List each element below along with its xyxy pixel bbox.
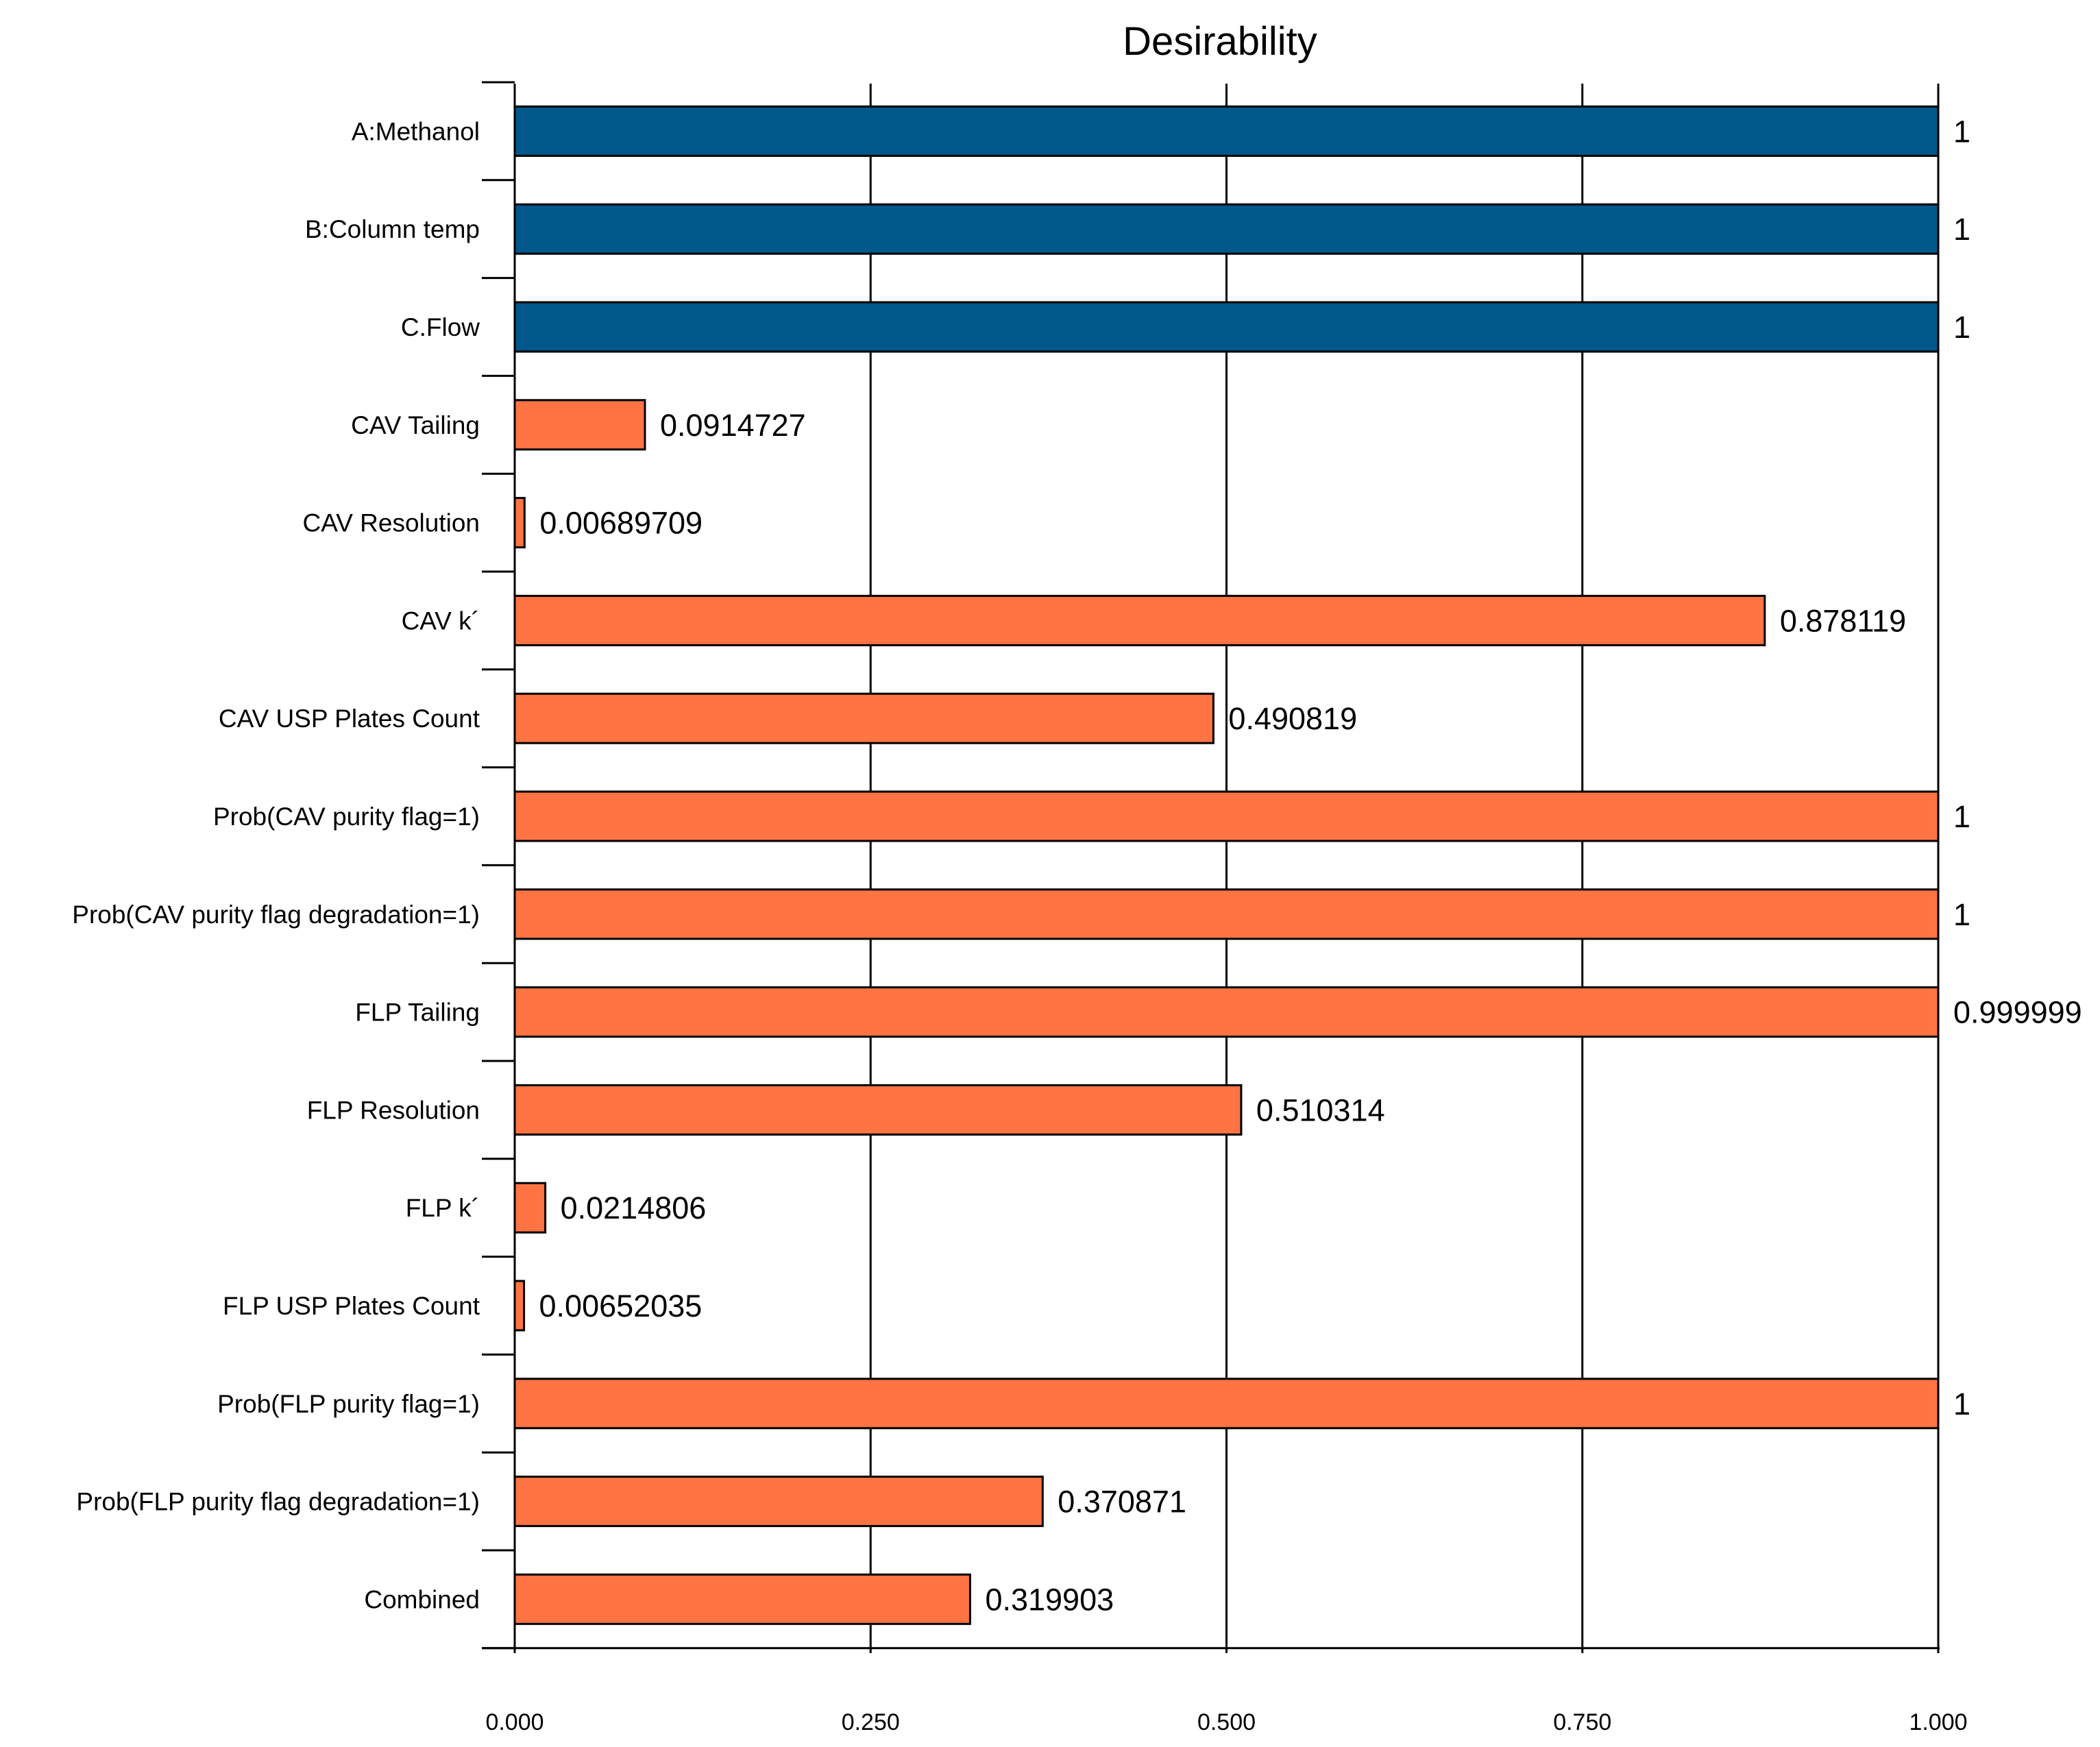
bar-12	[513, 1280, 526, 1332]
value-label-0: 1	[1953, 114, 1970, 149]
value-label-12: 0.00652035	[539, 1288, 703, 1323]
category-label-11: FLP k´	[406, 1194, 480, 1222]
chart-title: Desirability	[1123, 19, 1317, 64]
bar-6	[513, 692, 1214, 744]
value-label-8: 1	[1953, 897, 1970, 932]
category-label-8: Prob(CAV purity flag degradation=1)	[72, 901, 480, 929]
category-label-13: Prob(FLP purity flag=1)	[217, 1390, 480, 1418]
category-label-12: FLP USP Plates Count	[223, 1292, 480, 1320]
category-label-9: FLP Tailing	[355, 999, 480, 1027]
category-label-15: Combined	[364, 1585, 480, 1613]
bar-0	[513, 105, 1940, 157]
x-tick-label-4: 1.000	[1909, 1709, 1967, 1735]
category-label-3: CAV Tailing	[351, 411, 480, 439]
category-label-0: A:Methanol	[352, 117, 480, 145]
bar-11	[513, 1182, 547, 1234]
bar-7	[513, 790, 1940, 842]
axis-layer: A:Methanol B:Column temp C.Flow CAV Tailing…	[72, 81, 1968, 1735]
value-label-1: 1	[1953, 212, 1970, 247]
bar-9	[513, 986, 1940, 1038]
value-label-11: 0.0214806	[561, 1190, 707, 1225]
x-tick-label-0: 0.000	[485, 1709, 544, 1735]
category-label-10: FLP Resolution	[307, 1096, 480, 1124]
value-label-9: 0.999999	[1953, 995, 2082, 1030]
value-label-5: 0.878119	[1780, 603, 1906, 638]
bar-3	[513, 399, 646, 451]
x-tick-label-1: 0.250	[842, 1709, 900, 1735]
value-label-14: 0.370871	[1058, 1485, 1186, 1519]
category-label-2: C.Flow	[401, 313, 480, 341]
category-label-14: Prob(FLP purity flag degradation=1)	[76, 1488, 480, 1516]
value-label-13: 1	[1953, 1386, 1970, 1421]
value-label-15: 0.319903	[985, 1582, 1114, 1617]
category-label-1: B:Column temp	[305, 215, 480, 243]
bar-14	[513, 1476, 1044, 1528]
value-label-7: 1	[1953, 799, 1970, 834]
value-label-3: 0.0914727	[660, 408, 806, 443]
bar-5	[513, 594, 1766, 646]
bars-layer: 1 1 1 0.0914727 0.00689709 0.878119 0.490819 1 1…	[513, 105, 2082, 1625]
bar-15	[513, 1573, 971, 1625]
category-label-5: CAV k´	[402, 607, 480, 635]
x-tick-label-3: 0.750	[1553, 1709, 1611, 1735]
category-label-6: CAV USP Plates Count	[219, 705, 480, 733]
value-label-10: 0.510314	[1256, 1092, 1385, 1127]
bar-8	[513, 888, 1940, 940]
bar-13	[513, 1378, 1940, 1430]
bar-10	[513, 1084, 1243, 1136]
category-label-4: CAV Resolution	[303, 509, 480, 537]
category-label-7: Prob(CAV purity flag=1)	[213, 803, 480, 831]
bar-2	[513, 301, 1940, 353]
value-label-6: 0.490819	[1228, 701, 1357, 736]
bar-4	[513, 497, 526, 549]
bar-1	[513, 203, 1940, 255]
value-label-2: 1	[1953, 310, 1970, 345]
x-tick-label-2: 0.500	[1197, 1709, 1256, 1735]
value-label-4: 0.00689709	[539, 506, 703, 541]
